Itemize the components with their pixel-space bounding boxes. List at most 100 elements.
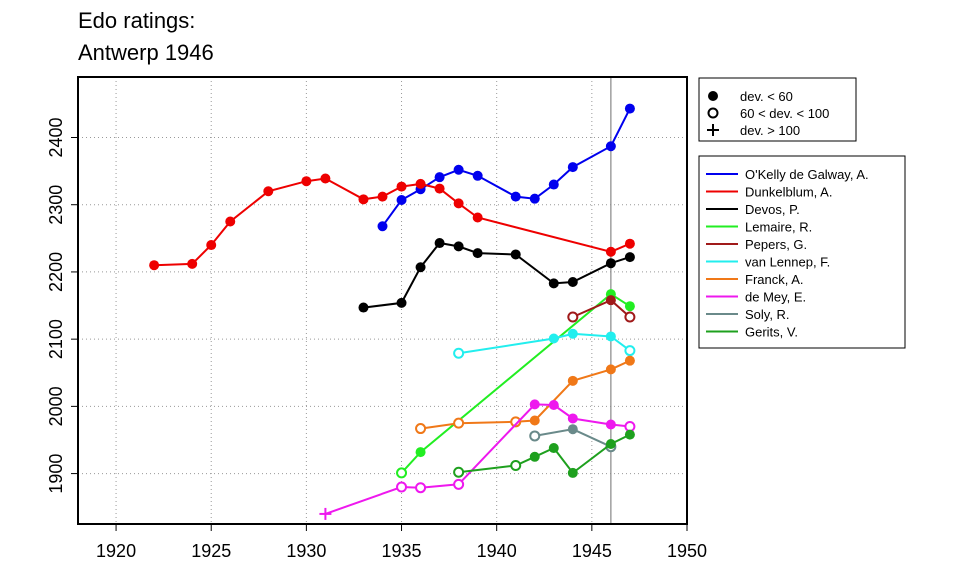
data-point	[529, 415, 540, 426]
data-point	[453, 198, 464, 209]
series-10	[453, 429, 635, 478]
data-point	[510, 191, 521, 202]
series-legend-label: Lemaire, R.	[745, 220, 812, 235]
data-point	[358, 194, 369, 205]
data-point	[624, 355, 635, 366]
series-legend-label: Franck, A.	[745, 272, 804, 287]
series-line	[400, 292, 631, 474]
marker-legend: dev. < 60 60 < dev. < 100 dev. > 100	[698, 77, 857, 142]
data-point	[415, 447, 426, 458]
y-tick-label: 2000	[46, 386, 66, 426]
x-tick-label: 1920	[96, 541, 136, 561]
data-point	[548, 333, 559, 344]
data-point	[301, 176, 312, 187]
data-point	[453, 466, 465, 478]
series-legend-label: Soly, R.	[745, 307, 790, 322]
data-point	[529, 399, 540, 410]
data-point	[415, 482, 427, 494]
data-point	[434, 183, 445, 194]
data-point	[605, 258, 616, 269]
data-point	[453, 417, 465, 429]
data-point	[605, 141, 616, 152]
data-point	[377, 191, 388, 202]
series-legend-label: Pepers, G.	[745, 237, 807, 252]
data-point	[567, 424, 578, 435]
data-point	[548, 443, 559, 454]
data-point	[472, 248, 483, 259]
series-legend-label: Devos, P.	[745, 202, 800, 217]
series-line	[458, 433, 631, 475]
data-point	[187, 258, 198, 269]
data-point	[396, 297, 407, 308]
data-point	[453, 164, 464, 175]
data-point	[358, 302, 369, 313]
marker-legend-label: 60 < dev. < 100	[740, 106, 829, 121]
series-line	[420, 359, 631, 430]
data-point	[567, 162, 578, 173]
chart-title-line-2: Antwerp 1946	[78, 40, 214, 65]
data-point	[624, 429, 635, 440]
data-point	[548, 400, 559, 411]
data-point	[605, 419, 616, 430]
series-line	[325, 403, 631, 515]
data-point	[396, 181, 407, 192]
data-point	[225, 216, 236, 227]
data-point	[567, 277, 578, 288]
chart-title-line-1: Edo ratings:	[78, 8, 196, 33]
series-4	[396, 289, 635, 479]
data-point	[415, 423, 427, 435]
series-legend-label: van Lennep, F.	[745, 255, 830, 270]
data-point	[472, 170, 483, 181]
data-point	[453, 478, 465, 490]
series-2	[149, 173, 635, 271]
data-point	[320, 173, 331, 184]
x-tick-label: 1950	[667, 541, 707, 561]
y-tick-label: 2200	[46, 252, 66, 292]
grid	[78, 77, 688, 524]
data-point	[605, 439, 616, 450]
x-tick-label: 1925	[191, 541, 231, 561]
data-point	[624, 252, 635, 263]
data-point	[567, 413, 578, 424]
x-tick-label: 1940	[477, 541, 517, 561]
data-point	[396, 481, 408, 493]
data-point	[149, 260, 160, 271]
data-point	[415, 262, 426, 273]
series-line	[154, 177, 631, 267]
data-point	[548, 179, 559, 190]
series-9	[529, 424, 617, 453]
data-point	[624, 345, 636, 357]
data-point	[548, 278, 559, 289]
series-3	[358, 238, 635, 313]
data-point	[396, 195, 407, 206]
data-point	[510, 416, 522, 428]
series-line	[381, 108, 631, 227]
data-point	[453, 347, 465, 359]
y-tick-label: 1900	[46, 454, 66, 494]
marker-legend-label: dev. < 60	[740, 89, 793, 104]
data-point	[567, 467, 578, 478]
marker-legend-label: dev. > 100	[740, 123, 800, 138]
y-axis: 1900 2000 2100 2200 2300 2400	[46, 117, 78, 494]
x-axis: 1920 1925 1930 1935 1940 1945 1950	[96, 524, 707, 561]
data-point	[529, 451, 540, 462]
series-legend-label: Gerits, V.	[745, 325, 798, 340]
x-tick-label: 1935	[382, 541, 422, 561]
data-point	[624, 301, 635, 312]
series-8	[319, 399, 636, 520]
series-5	[567, 295, 636, 323]
data-point	[434, 238, 445, 249]
series-legend: O'Kelly de Galway, A. Dunkelblum, A. Devos…	[698, 155, 906, 349]
data-point	[415, 178, 426, 189]
series-legend-label: de Mey, E.	[745, 290, 806, 305]
series-7	[415, 355, 635, 435]
data-point	[567, 375, 578, 386]
data-point	[605, 331, 616, 342]
marker-legend-box	[698, 77, 857, 142]
data-point	[472, 212, 483, 223]
data-point	[206, 240, 217, 251]
data-point	[567, 311, 579, 323]
series-legend-label: Dunkelblum, A.	[745, 185, 832, 200]
plot-frame	[77, 76, 688, 525]
